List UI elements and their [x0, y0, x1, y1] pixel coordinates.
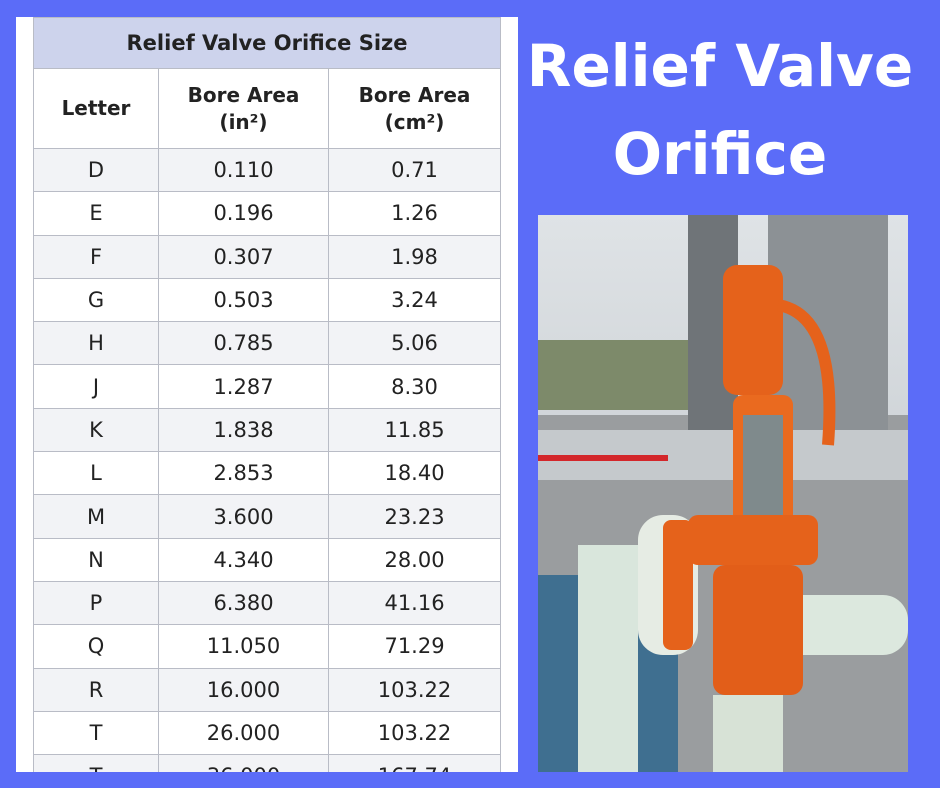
table-cell: H	[33, 321, 159, 366]
header-line: Letter	[61, 96, 131, 120]
table-title: Relief Valve Orifice Size	[32, 17, 502, 69]
table-cell: T	[33, 754, 159, 772]
column-header: Bore Area (cm²)	[327, 68, 502, 149]
table-cell: 0.785	[158, 321, 329, 366]
table-row: T 26.000 103.22	[33, 710, 502, 756]
table-row: H 0.785 5.06	[33, 321, 502, 366]
table-cell: 23.23	[327, 494, 502, 539]
table-cell: 0.110	[158, 147, 329, 193]
table-cell: 41.16	[327, 580, 502, 626]
table-cell: 18.40	[327, 451, 502, 496]
table-cell: T	[33, 710, 159, 756]
table-cell: F	[33, 234, 159, 279]
table-cell: R	[33, 667, 159, 712]
table-cell: 0.196	[158, 191, 329, 236]
table-row: P 6.380 41.16	[33, 580, 502, 626]
table-row: G 0.503 3.24	[33, 277, 502, 323]
table-cell: 0.71	[327, 147, 502, 193]
table-cell: 28.00	[327, 537, 502, 582]
table-cell: 3.600	[158, 494, 329, 539]
table-cell: 5.06	[327, 321, 502, 366]
table-cell: 11.050	[158, 624, 329, 669]
table-cell: D	[33, 147, 159, 193]
table-cell: 6.380	[158, 580, 329, 626]
table-row: F 0.307 1.98	[33, 234, 502, 279]
table-cell: 11.85	[327, 407, 502, 453]
table-cell: 1.287	[158, 364, 329, 409]
heading-line: Relief Valve	[526, 32, 914, 100]
table-cell: E	[33, 191, 159, 236]
table-cell: 36.000	[158, 754, 329, 772]
table-row: J 1.287 8.30	[33, 364, 502, 409]
table-cell: Q	[33, 624, 159, 669]
table-cell: M	[33, 494, 159, 539]
table-cell: 2.853	[158, 451, 329, 496]
header-line: Bore Area	[187, 82, 300, 107]
orifice-table: Relief Valve Orifice Size Letter Bore Are…	[32, 17, 502, 772]
table-cell: P	[33, 580, 159, 626]
table-cell: 3.24	[327, 277, 502, 323]
table-panel: Relief Valve Orifice Size Letter Bore Are…	[16, 17, 518, 772]
header-line: Bore Area	[358, 82, 471, 107]
column-header: Letter	[33, 68, 159, 149]
table-row: L 2.853 18.40	[33, 451, 502, 496]
table-cell: 16.000	[158, 667, 329, 712]
table-row: R 16.000 103.22	[33, 667, 502, 712]
table-row: K 1.838 11.85	[33, 407, 502, 453]
table-cell: 0.307	[158, 234, 329, 279]
table-row: N 4.340 28.00	[33, 537, 502, 582]
table-cell: L	[33, 451, 159, 496]
table-cell: 8.30	[327, 364, 502, 409]
table-cell: G	[33, 277, 159, 323]
table-cell: 103.22	[327, 667, 502, 712]
column-header: Bore Area (in²)	[158, 68, 329, 149]
table-cell: 167.74	[327, 754, 502, 772]
table-cell: 0.503	[158, 277, 329, 323]
table-row: T36.000167.74	[33, 754, 502, 772]
table-cell: 26.000	[158, 710, 329, 756]
table-row: Q 11.050 71.29	[33, 624, 502, 669]
table-cell: 4.340	[158, 537, 329, 582]
header-unit: (in²)	[219, 109, 268, 134]
table-cell: 1.98	[327, 234, 502, 279]
table-cell: 103.22	[327, 710, 502, 756]
table-cell: 1.26	[327, 191, 502, 236]
table-row: D 0.110 0.71	[33, 147, 502, 193]
header-unit: (cm²)	[384, 109, 445, 134]
table-cell: K	[33, 407, 159, 453]
table-row: M 3.600 23.23	[33, 494, 502, 539]
table-cell: 71.29	[327, 624, 502, 669]
valve-photo	[538, 215, 908, 772]
table-cell: J	[33, 364, 159, 409]
table-row: E 0.196 1.26	[33, 191, 502, 236]
table-cell: N	[33, 537, 159, 582]
table-cell: 1.838	[158, 407, 329, 453]
